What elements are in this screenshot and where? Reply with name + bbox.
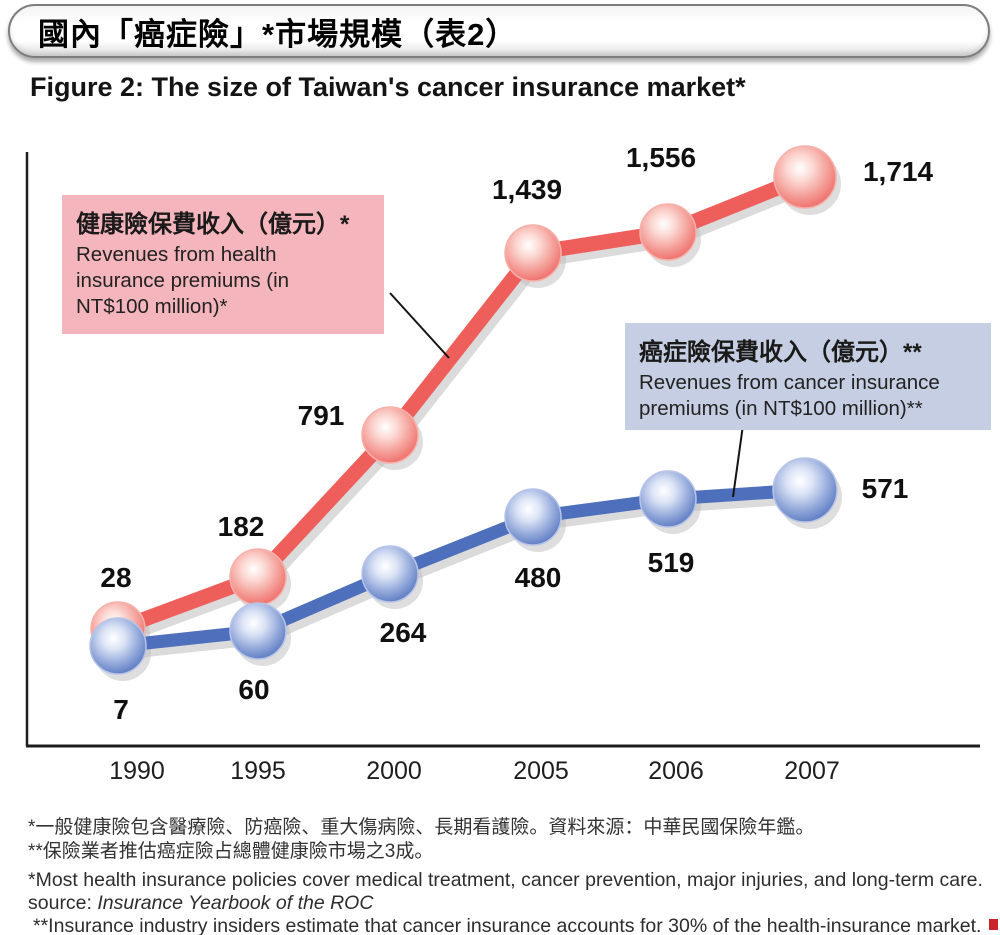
legend-leader-line-health xyxy=(389,292,450,359)
cancer-insurance-premiums-marker-1995 xyxy=(229,602,287,660)
footnote-en-source: source: Insurance Yearbook of the ROC xyxy=(28,892,373,915)
footnote-source-title: Insurance Yearbook of the ROC xyxy=(97,892,374,914)
legend-health-title-zh: 健康險保費收入（億元）* xyxy=(76,211,350,238)
cancer-insurance-premiums-marker-2006 xyxy=(639,470,697,528)
end-of-article-mark xyxy=(989,919,998,930)
cancer-insurance-premiums-marker-1990 xyxy=(89,617,147,675)
value-label-health-insurance-premiums-2005: 1,439 xyxy=(491,174,563,205)
header-title: 國內「癌症險」*市場規模（表2） xyxy=(38,16,518,52)
x-tick-2000: 2000 xyxy=(366,757,422,785)
value-label-health-insurance-premiums-1990: 28 xyxy=(100,562,132,593)
x-tick-2006: 2006 xyxy=(648,757,704,785)
value-label-health-insurance-premiums-2007: 1,714 xyxy=(862,156,934,187)
header-bar: 國內「癌症險」*市場規模（表2） xyxy=(8,4,990,58)
footnote-en-1: *Most health insurance policies cover me… xyxy=(28,869,983,891)
footnote-zh-2: **保險業者推估癌症險占總體健康險市場之3成。 xyxy=(28,841,434,862)
x-tick-1990: 1990 xyxy=(109,757,165,785)
legend-health-insurance: 健康險保費收入（億元）* Revenues from health insura… xyxy=(62,195,384,334)
health-insurance-premiums-marker-1995 xyxy=(229,548,287,606)
value-label-cancer-insurance-premiums-2000: 264 xyxy=(379,617,427,648)
health-insurance-premiums-marker-2006 xyxy=(639,203,697,261)
legend-cancer-en-line1: Revenues from cancer insurance xyxy=(639,371,940,394)
legend-leader-line-cancer xyxy=(732,424,744,498)
value-label-cancer-insurance-premiums-2005: 480 xyxy=(514,562,562,593)
legend-cancer-insurance: 癌症險保費收入（億元）** Revenues from cancer insur… xyxy=(625,323,991,430)
health-insurance-premiums-marker-2000 xyxy=(361,406,419,464)
cancer-insurance-premiums-marker-2005 xyxy=(504,488,562,546)
legend-cancer-title-zh: 癌症險保費收入（億元）** xyxy=(639,339,922,366)
value-label-cancer-insurance-premiums-2007: 571 xyxy=(861,473,909,504)
value-label-cancer-insurance-premiums-1990: 7 xyxy=(113,694,129,725)
legend-cancer-en-line2: premiums (in NT$100 million)** xyxy=(639,397,923,420)
value-label-health-insurance-premiums-1995: 182 xyxy=(217,511,265,542)
value-label-cancer-insurance-premiums-2006: 519 xyxy=(647,547,695,578)
value-label-health-insurance-premiums-2006: 1,556 xyxy=(625,142,697,173)
legend-health-en-line1: Revenues from health xyxy=(76,243,277,266)
footnote-source-prefix: source: xyxy=(28,892,98,914)
health-insurance-premiums-marker-2007 xyxy=(773,145,837,209)
figure-title: Figure 2: The size of Taiwan's cancer in… xyxy=(30,72,746,102)
x-tick-2005: 2005 xyxy=(513,757,569,785)
x-tick-2007: 2007 xyxy=(784,757,840,785)
legend-health-en-line3: NT$100 million)* xyxy=(76,295,228,318)
health-insurance-premiums-marker-2005 xyxy=(504,224,562,282)
footnote-en-2: **Insurance industry insiders estimate t… xyxy=(33,915,982,935)
legend-health-en-line2: insurance premiums (in xyxy=(76,269,290,292)
value-label-cancer-insurance-premiums-1995: 60 xyxy=(238,674,270,705)
cancer-insurance-premiums-marker-2007 xyxy=(772,457,838,523)
footnote-zh-1: *一般健康險包含醫療險、防癌險、重大傷病險、長期看護險。資料來源：中華民國保險年… xyxy=(28,817,815,838)
value-label-health-insurance-premiums-2000: 791 xyxy=(297,400,345,431)
cancer-insurance-premiums-marker-2000 xyxy=(361,545,419,603)
x-tick-1995: 1995 xyxy=(230,757,286,785)
